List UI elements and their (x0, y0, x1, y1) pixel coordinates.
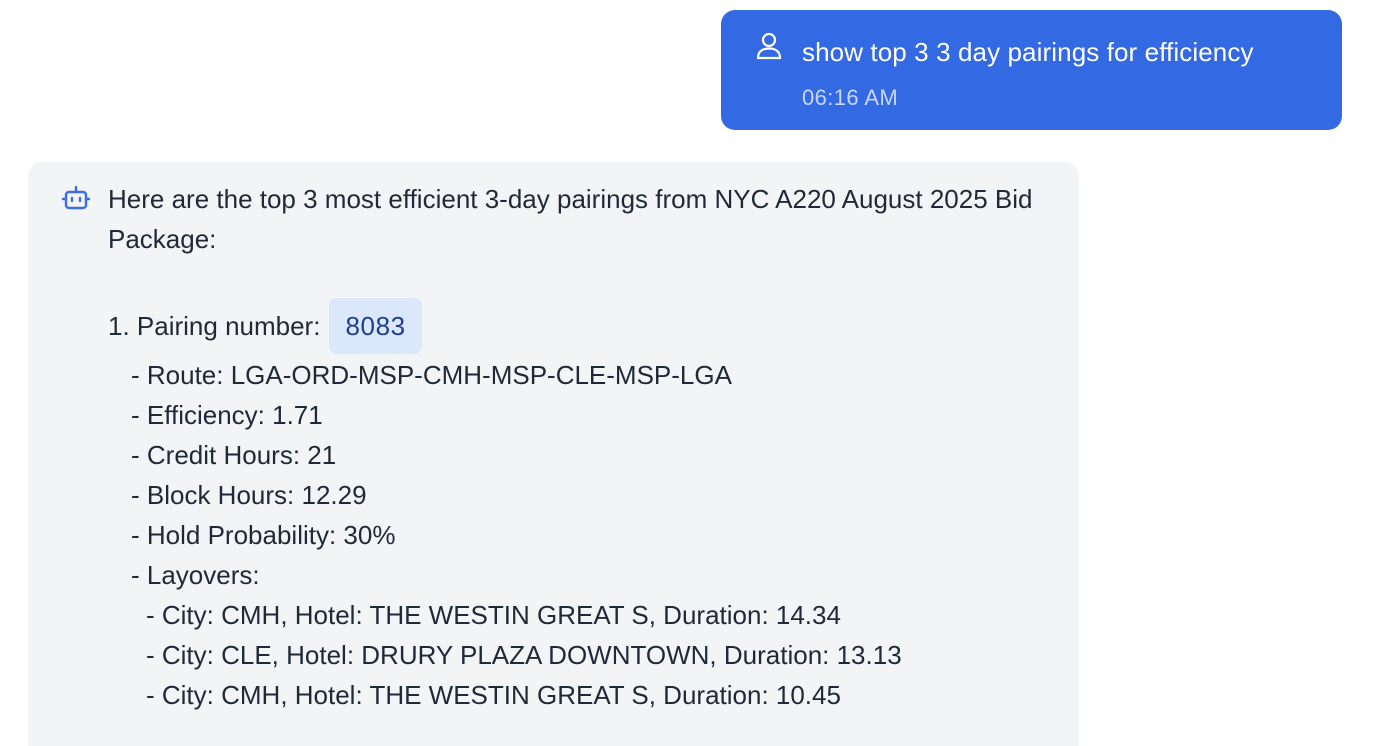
user-message-bubble (721, 10, 1342, 130)
detail-layovers-heading: - Layovers: (131, 560, 260, 590)
detail-route: - Route: LGA-ORD-MSP-CMH-MSP-CLE-MSP-LGA (131, 360, 732, 390)
assistant-message-content: Here are the top 3 most efficient 3-day … (108, 179, 1058, 710)
user-icon (756, 32, 782, 60)
detail-block-hours: - Block Hours: 12.29 (131, 480, 367, 510)
assistant-message-bubble (28, 162, 1079, 746)
detail-efficiency: - Efficiency: 1.71 (131, 400, 323, 430)
detail-credit-hours: - Credit Hours: 21 (131, 440, 337, 470)
assistant-intro-text: Here are the top 3 most efficient 3-day … (108, 184, 1033, 254)
user-message-time: 06:16 AM (802, 85, 899, 110)
layover-item: - City: CLE, Hotel: DRURY PLAZA DOWNTOWN… (146, 640, 902, 670)
pairing-details-list: - Route: LGA-ORD-MSP-CMH-MSP-CLE-MSP-LGA… (108, 355, 902, 715)
user-message-text: show top 3 3 day pairings for efficiency (802, 37, 1254, 67)
pairing-number-link[interactable]: 8083 (329, 298, 422, 354)
pairing-prefix: 1. Pairing number: (108, 311, 321, 341)
pairing-heading: 1. Pairing number: 8083 (108, 298, 422, 354)
layover-item: - City: CMH, Hotel: THE WESTIN GREAT S, … (146, 600, 841, 630)
detail-hold-probability: - Hold Probability: 30% (131, 520, 396, 550)
bot-icon (61, 185, 91, 210)
layover-item: - City: CMH, Hotel: THE WESTIN GREAT S, … (146, 680, 841, 710)
